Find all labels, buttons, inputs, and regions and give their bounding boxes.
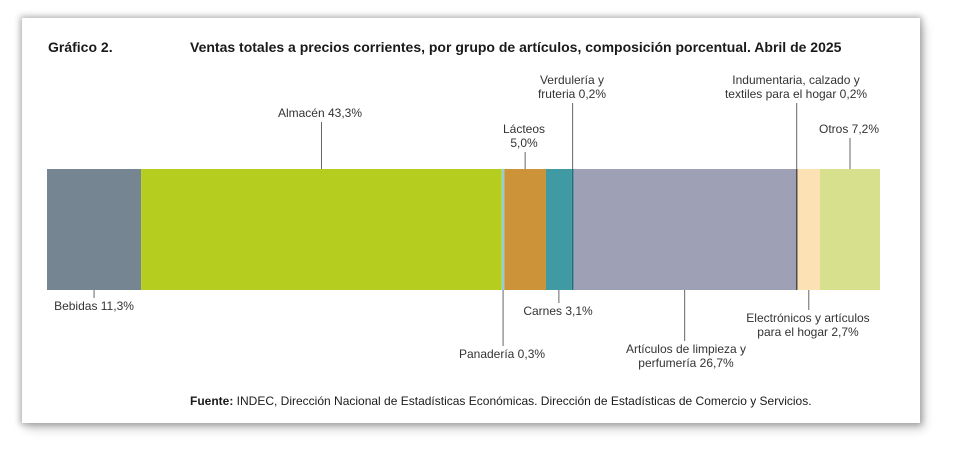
bar-segment-4	[504, 169, 546, 290]
bar-segment-10	[820, 169, 880, 290]
bar-segment-8	[795, 169, 798, 290]
segment-label-line: Panadería 0,3%	[459, 347, 545, 361]
source-text: INDEC, Dirección Nacional de Estadística…	[233, 394, 812, 408]
segment-label-line: Otros 7,2%	[819, 122, 879, 136]
segment-label-4: Lácteos 5,0%	[503, 122, 545, 150]
segment-label-line: Almacén 43,3%	[278, 106, 362, 120]
segment-label-line: Bebidas 11,3%	[54, 299, 134, 313]
segment-label-line: perfumería 26,7%	[638, 356, 734, 370]
segment-label-7: Artículos de limpieza y perfumería 26,7%	[626, 342, 746, 370]
segment-label-5: Carnes 3,1%	[523, 304, 593, 318]
segment-label-line: Indumentaria, calzado y	[732, 73, 859, 87]
bar-segment-7	[573, 169, 796, 290]
segment-label-line: textiles para el hogar 0,2%	[725, 87, 867, 101]
segment-label-line: Electrónicos y artículos	[746, 311, 869, 325]
segment-label-line: 5,0%	[510, 136, 538, 150]
chart-card: Gráfico 2. Ventas totales a precios corr…	[22, 18, 920, 423]
chart-title: Ventas totales a precios corrientes, por…	[190, 39, 842, 55]
segment-label-line: Artículos de limpieza y	[626, 342, 746, 356]
segment-label-10: Otros 7,2%	[819, 122, 879, 136]
chart-number: Gráfico 2.	[48, 39, 113, 55]
segment-label-8: Indumentaria, calzado y textiles para el …	[725, 73, 867, 101]
bar-segment-9	[797, 169, 821, 290]
segment-label-9: Electrónicos y artículos para el hogar 2,…	[746, 311, 869, 339]
source-note: Fuente: INDEC, Dirección Nacional de Est…	[190, 394, 812, 408]
bar-segment-3	[501, 169, 505, 290]
segment-label-2: Almacén 43,3%	[278, 106, 362, 120]
segment-label-1: Bebidas 11,3%	[54, 299, 134, 313]
segment-label-3: Panadería 0,3%	[459, 347, 545, 361]
segment-label-line: para el hogar 2,7%	[757, 325, 859, 339]
bar-segment-1	[47, 169, 142, 290]
segment-label-line: Verdulería y	[540, 73, 604, 87]
bar-segment-5	[545, 169, 572, 290]
segment-label-6: Verdulería y fruteria 0,2%	[538, 73, 606, 101]
segment-label-line: Carnes 3,1%	[523, 304, 593, 318]
segment-label-line: fruteria 0,2%	[538, 87, 606, 101]
bar-segment-6	[571, 169, 574, 290]
segment-label-line: Lácteos	[503, 122, 545, 136]
source-prefix: Fuente:	[190, 394, 234, 408]
stacked-bar-chart: Bebidas 11,3% Almacén 43,3% Panadería 0,3%…	[47, 73, 880, 370]
bar-segment-2	[141, 169, 502, 290]
